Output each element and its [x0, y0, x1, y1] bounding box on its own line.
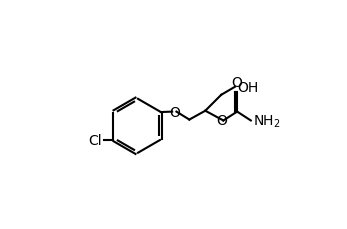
- Text: NH$_2$: NH$_2$: [253, 113, 281, 129]
- Text: Cl: Cl: [88, 133, 102, 147]
- Text: OH: OH: [237, 80, 259, 94]
- Text: O: O: [169, 105, 180, 119]
- Text: O: O: [232, 75, 243, 89]
- Text: O: O: [216, 114, 227, 128]
